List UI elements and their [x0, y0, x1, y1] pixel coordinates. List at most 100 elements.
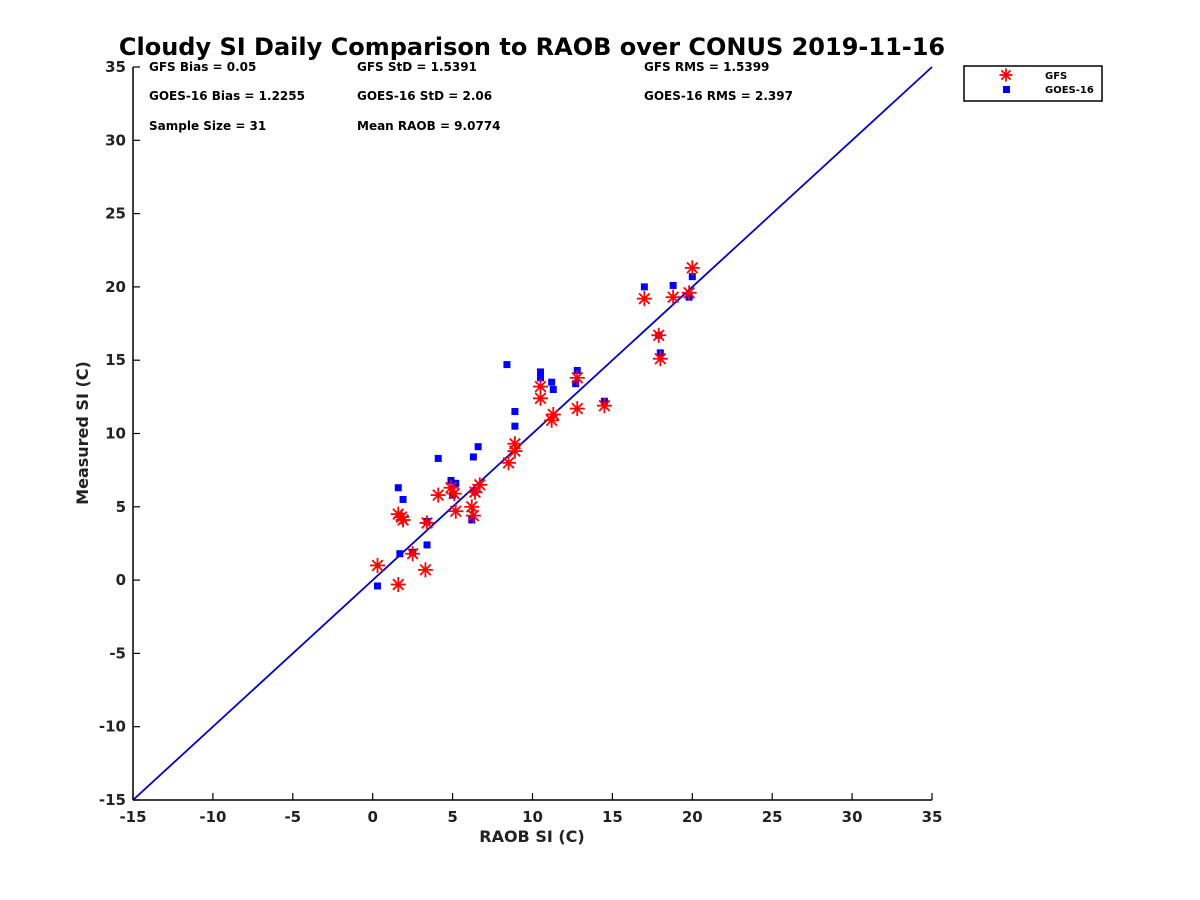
gfs-point [569, 370, 585, 386]
asterisk-stroke [508, 437, 521, 450]
asterisk-stroke [419, 563, 432, 576]
asterisk-stroke [547, 408, 560, 421]
y-tick-label: 10 [105, 425, 126, 443]
x-tick-label: 20 [682, 808, 703, 826]
legend-gfs-marker [999, 68, 1013, 82]
x-tick-label: -10 [199, 808, 226, 826]
asterisk-stroke [397, 514, 410, 526]
asterisk-stroke [445, 481, 457, 494]
asterisk-stroke [571, 371, 584, 384]
x-tick-label: 10 [522, 808, 543, 826]
x-tick-label: 5 [447, 808, 457, 826]
asterisk-stroke [467, 509, 480, 522]
goes16-point [549, 386, 557, 394]
x-tick-label: -5 [284, 808, 301, 826]
gfs-point [636, 291, 652, 307]
gfs-point [684, 260, 700, 276]
asterisk-stroke [534, 392, 547, 405]
gfs-point [448, 503, 464, 519]
legend: GFS GOES-16 [963, 65, 1103, 102]
stat-text: GFS Bias = 0.05 [149, 60, 256, 74]
stat-text: GFS StD = 1.5391 [357, 60, 477, 74]
goes16-point [688, 273, 696, 281]
gfs-point [652, 351, 668, 367]
gfs-point [681, 285, 697, 301]
asterisk-stroke [469, 486, 481, 499]
y-tick-label: 0 [116, 571, 126, 589]
goes16-point [399, 495, 407, 503]
asterisk-stroke [371, 559, 384, 572]
legend-goes-label: GOES-16 [1045, 85, 1094, 96]
gfs-point [472, 477, 488, 493]
gfs-point [405, 546, 421, 562]
goes16-point [503, 361, 511, 369]
y-tick-label: 30 [105, 131, 126, 149]
legend-gfs-label: GFS [1045, 71, 1067, 82]
axis-ticks: -15 -10 -5 0 5 10 15 20 25 30 35 -15 -10 -5 0 5 10 15 20 25… [99, 58, 943, 826]
gfs-point [430, 487, 446, 503]
goes16-point [572, 380, 580, 388]
stats-block: GFS Bias = 0.05 GFS StD = 1.5391 GFS RMS =… [149, 60, 793, 133]
stat-text: GFS RMS = 1.5399 [644, 60, 769, 74]
x-tick-label: 25 [762, 808, 783, 826]
legend-gfs-asterisk [999, 68, 1013, 82]
asterisk-stroke [598, 399, 611, 412]
legend-goes-marker [1003, 86, 1010, 93]
asterisk-stroke [667, 291, 680, 304]
gfs-point [446, 486, 462, 502]
y-tick-label: 15 [105, 351, 126, 369]
x-tick-label: -15 [119, 808, 146, 826]
goes16-point [640, 283, 648, 291]
asterisk-stroke [448, 487, 461, 500]
gfs-point [390, 576, 406, 592]
goes16-point [434, 454, 442, 462]
asterisk-stroke [473, 478, 486, 491]
gfs-point [465, 508, 481, 524]
goes16-point [394, 484, 402, 492]
reference-line [132, 66, 933, 801]
x-axis-label: RAOB SI (C) [479, 827, 584, 846]
y-tick-label: -5 [109, 644, 126, 662]
legend-box [963, 65, 1103, 102]
stat-text: Mean RAOB = 9.0774 [357, 119, 501, 133]
asterisk-stroke [432, 489, 445, 502]
gfs-point [419, 515, 435, 531]
goes16-point [511, 408, 519, 416]
gfs-point [569, 401, 585, 417]
goes16-point [511, 422, 519, 430]
gfs-point [532, 390, 548, 406]
gfs-point [596, 398, 612, 414]
asterisk-stroke [652, 329, 665, 342]
asterisk-stroke [421, 516, 433, 529]
goes16-point [474, 443, 482, 451]
asterisk-stroke [654, 352, 667, 365]
gfs-point [665, 289, 681, 305]
y-tick-label: 35 [105, 58, 126, 76]
goes16-point [669, 281, 677, 289]
gfs-point [501, 455, 517, 471]
goes16-point [536, 374, 544, 382]
x-tick-label: 0 [367, 808, 377, 826]
y-tick-label: -10 [99, 718, 126, 736]
gfs-point [507, 436, 523, 452]
plot-area [132, 66, 933, 801]
goes16-point [548, 378, 556, 386]
asterisk-stroke [571, 402, 584, 415]
asterisk-stroke [449, 505, 462, 518]
gfs-point [532, 379, 548, 395]
gfs-point [545, 406, 561, 422]
y-axis-label: Measured SI (C) [73, 361, 92, 505]
asterisk-stroke [686, 261, 699, 274]
goes16-point [396, 550, 404, 558]
x-tick-label: 35 [922, 808, 943, 826]
gfs-point [651, 327, 667, 343]
gfs-point [417, 562, 433, 578]
gfs-point [369, 557, 385, 573]
goes16-point [423, 541, 431, 549]
chart-title: Cloudy SI Daily Comparison to RAOB over … [119, 33, 945, 61]
y-tick-label: 25 [105, 205, 126, 223]
y-tick-label: -15 [99, 791, 126, 809]
asterisk-stroke [534, 380, 547, 393]
gfs-point [395, 512, 411, 528]
